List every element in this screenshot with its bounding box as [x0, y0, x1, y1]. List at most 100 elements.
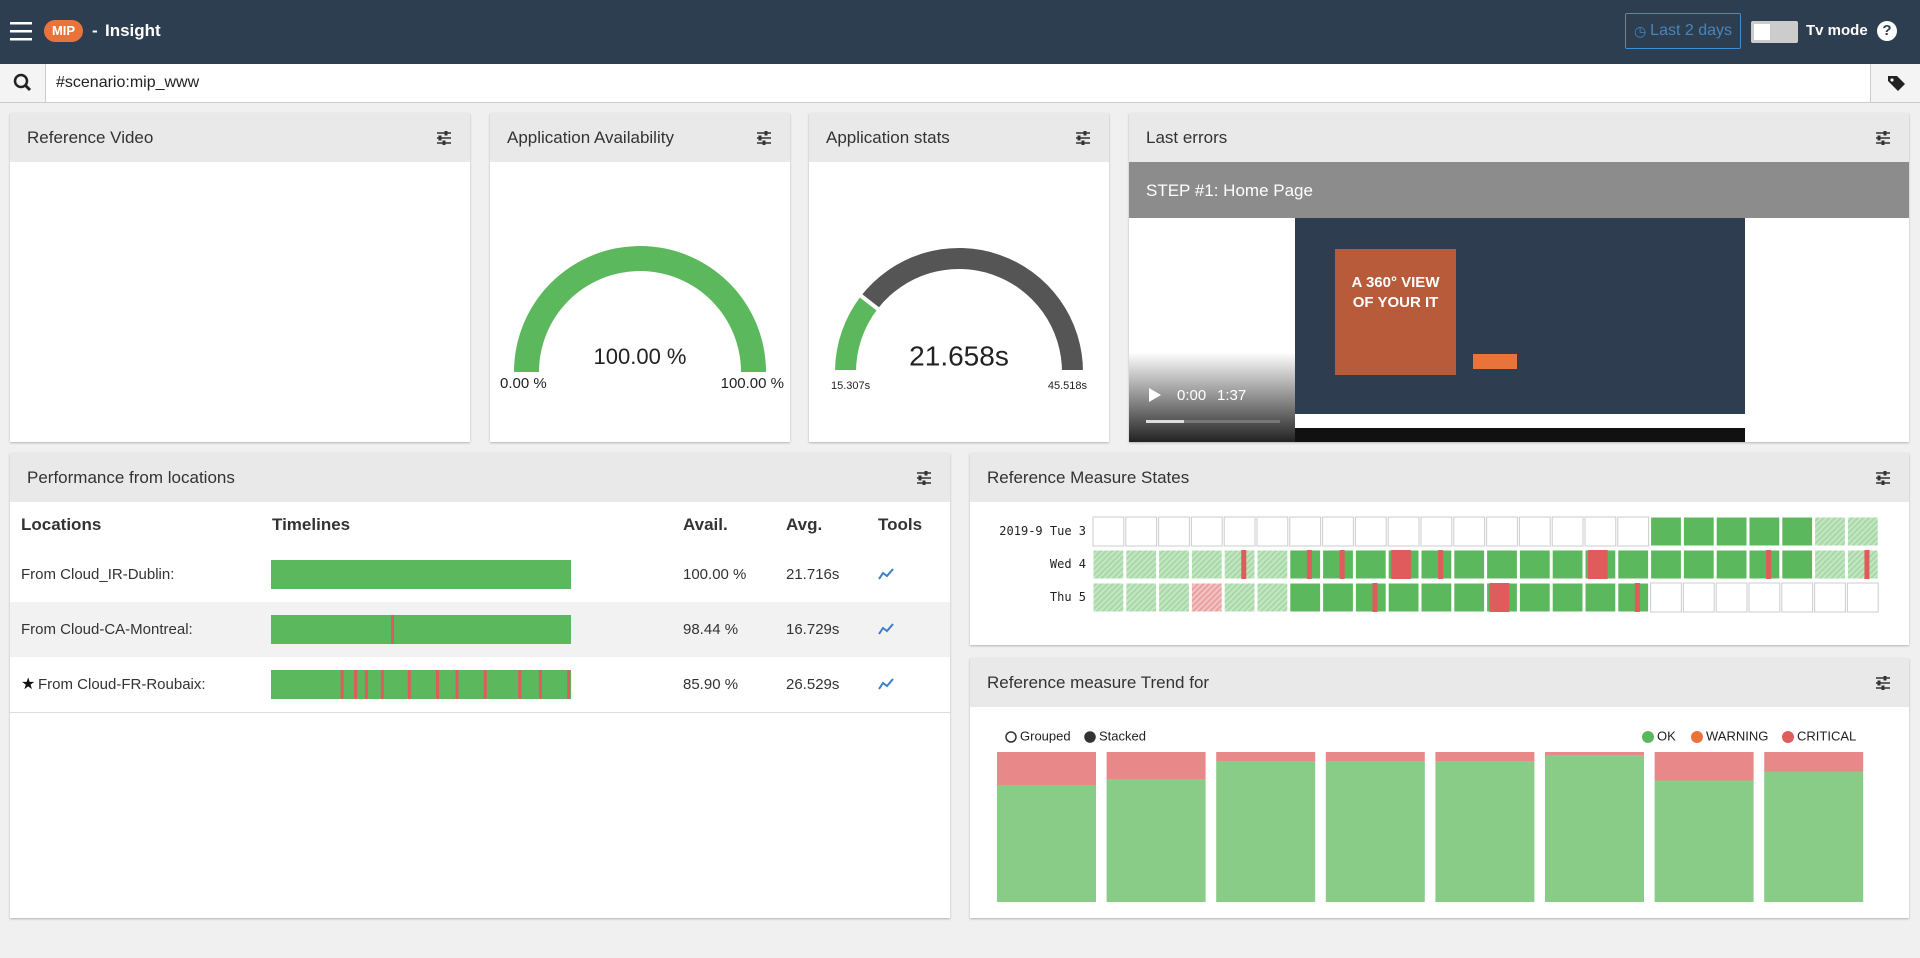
- trend-bar: [1216, 761, 1316, 902]
- state-cell: [1223, 549, 1256, 580]
- state-cell: [1256, 516, 1289, 547]
- panel-title: Application Availability: [507, 128, 674, 147]
- failure-stripe: [380, 670, 384, 699]
- gauge-max: 45.518s: [1048, 380, 1088, 392]
- row-label: 2019-9 Tue 3: [999, 524, 1086, 538]
- duration: 1:37: [1217, 387, 1247, 404]
- state-cell: [1584, 516, 1617, 547]
- state-cell: [1682, 582, 1715, 613]
- error-stripe: [1241, 550, 1247, 579]
- search-input[interactable]: #scenario:mip_www: [56, 74, 200, 91]
- mode-radio[interactable]: [1084, 731, 1096, 743]
- state-cell: [1223, 582, 1256, 613]
- settings-icon[interactable]: [1075, 131, 1091, 145]
- chart-icon[interactable]: [878, 677, 896, 691]
- location-name: From Cloud-CA-Montreal:: [21, 621, 193, 638]
- timeline-bar: [271, 615, 571, 644]
- state-cell: [1453, 582, 1486, 613]
- panel-title: Last errors: [1146, 128, 1228, 147]
- legend-dot: [1782, 731, 1794, 743]
- time-range-button[interactable]: ◷ Last 2 days: [1625, 13, 1741, 49]
- panel-header: Application Availability: [490, 113, 790, 162]
- icon-knob: [444, 131, 448, 136]
- star-icon: ★: [21, 676, 36, 693]
- icon-knob: [1083, 131, 1087, 136]
- state-cell: [1158, 582, 1190, 613]
- state-cell: [1715, 516, 1748, 547]
- failure-stripe: [538, 670, 542, 699]
- icon-knob: [1883, 471, 1887, 476]
- legend-label: OK: [1657, 728, 1676, 743]
- failure-stripe: [391, 615, 394, 644]
- state-cell: [1453, 516, 1486, 547]
- settings-icon[interactable]: [1875, 471, 1891, 485]
- top-bar: MIP - Insight ◷ Last 2 days Tv mode ?: [0, 0, 1920, 64]
- settings-icon[interactable]: [916, 471, 932, 485]
- search-icon[interactable]: [0, 64, 46, 102]
- help-button[interactable]: ?: [1877, 21, 1897, 41]
- failure-stripe: [567, 670, 571, 699]
- settings-icon[interactable]: [1875, 131, 1891, 145]
- state-cell: [1650, 549, 1682, 580]
- column-header: Tools: [878, 515, 923, 534]
- row-label: Thu 5: [1050, 590, 1086, 604]
- icon-knob: [1881, 480, 1885, 485]
- state-cell: [1289, 582, 1322, 613]
- icon-knob: [1883, 131, 1887, 136]
- state-cell: [1322, 582, 1354, 613]
- state-cell: [1846, 582, 1879, 613]
- trend-bar: [1764, 771, 1864, 902]
- error-stripe: [1438, 550, 1444, 579]
- trend-bar: [1435, 761, 1535, 902]
- failure-stripe: [340, 670, 344, 699]
- timeline-bar: [271, 560, 571, 589]
- tv-toggle[interactable]: [1751, 21, 1798, 43]
- state-cell: [1289, 549, 1322, 580]
- error-stripe: [1634, 583, 1640, 612]
- menu-icon[interactable]: [10, 20, 34, 42]
- state-cell: [1486, 549, 1518, 580]
- icon-knob: [924, 471, 928, 476]
- error-stripe: [1372, 583, 1378, 612]
- icon-knob: [758, 135, 762, 141]
- gauge-min: 15.307s: [831, 380, 871, 392]
- state-cell: [1682, 549, 1715, 580]
- settings-icon[interactable]: [1875, 676, 1891, 690]
- state-cell: [1354, 582, 1387, 613]
- chart-icon[interactable]: [878, 567, 896, 581]
- state-cell: [1682, 516, 1715, 547]
- tags-button[interactable]: [1870, 64, 1920, 102]
- state-cell: [1814, 549, 1846, 580]
- icon-knob: [762, 140, 766, 145]
- icon-knob: [1877, 475, 1881, 481]
- mode-radio[interactable]: [1005, 731, 1017, 743]
- panel-header: Performance from locations: [10, 453, 950, 502]
- settings-icon[interactable]: [756, 131, 772, 145]
- failure-stripe: [455, 670, 459, 699]
- settings-icon[interactable]: [436, 131, 452, 145]
- play-button[interactable]: [1149, 388, 1161, 402]
- progress: [1146, 420, 1280, 423]
- state-cell: [1125, 582, 1158, 613]
- timeline: [271, 670, 571, 699]
- trend-bar: [1654, 780, 1754, 902]
- icon-knob: [1883, 676, 1887, 681]
- error-stripe: [1306, 550, 1312, 579]
- chart-icon[interactable]: [878, 622, 896, 636]
- state-cell: [1551, 549, 1584, 580]
- state-cell: [1354, 549, 1387, 580]
- state-cell: [1453, 549, 1486, 580]
- avg: 16.729s: [786, 621, 840, 638]
- state-cell: [1190, 549, 1223, 580]
- panel-title: Application stats: [826, 128, 950, 147]
- icon-knob: [1077, 135, 1081, 141]
- state-cell: [1617, 516, 1650, 547]
- state-cell: [1846, 549, 1879, 580]
- gauge: 21.658s 15.307s 45.518s: [830, 244, 1088, 392]
- table-row: ★ From Cloud-FR-Roubaix: 85.90 % 26.529s: [10, 657, 950, 713]
- gauge-fill: [830, 291, 883, 374]
- state-cell: [1518, 549, 1551, 580]
- separator: -: [92, 21, 98, 40]
- hero-headline: A 360° VIEW OF YOUR IT: [1351, 274, 1440, 311]
- gauge: 100.00 % 0.00 % 100.00 %: [500, 246, 784, 392]
